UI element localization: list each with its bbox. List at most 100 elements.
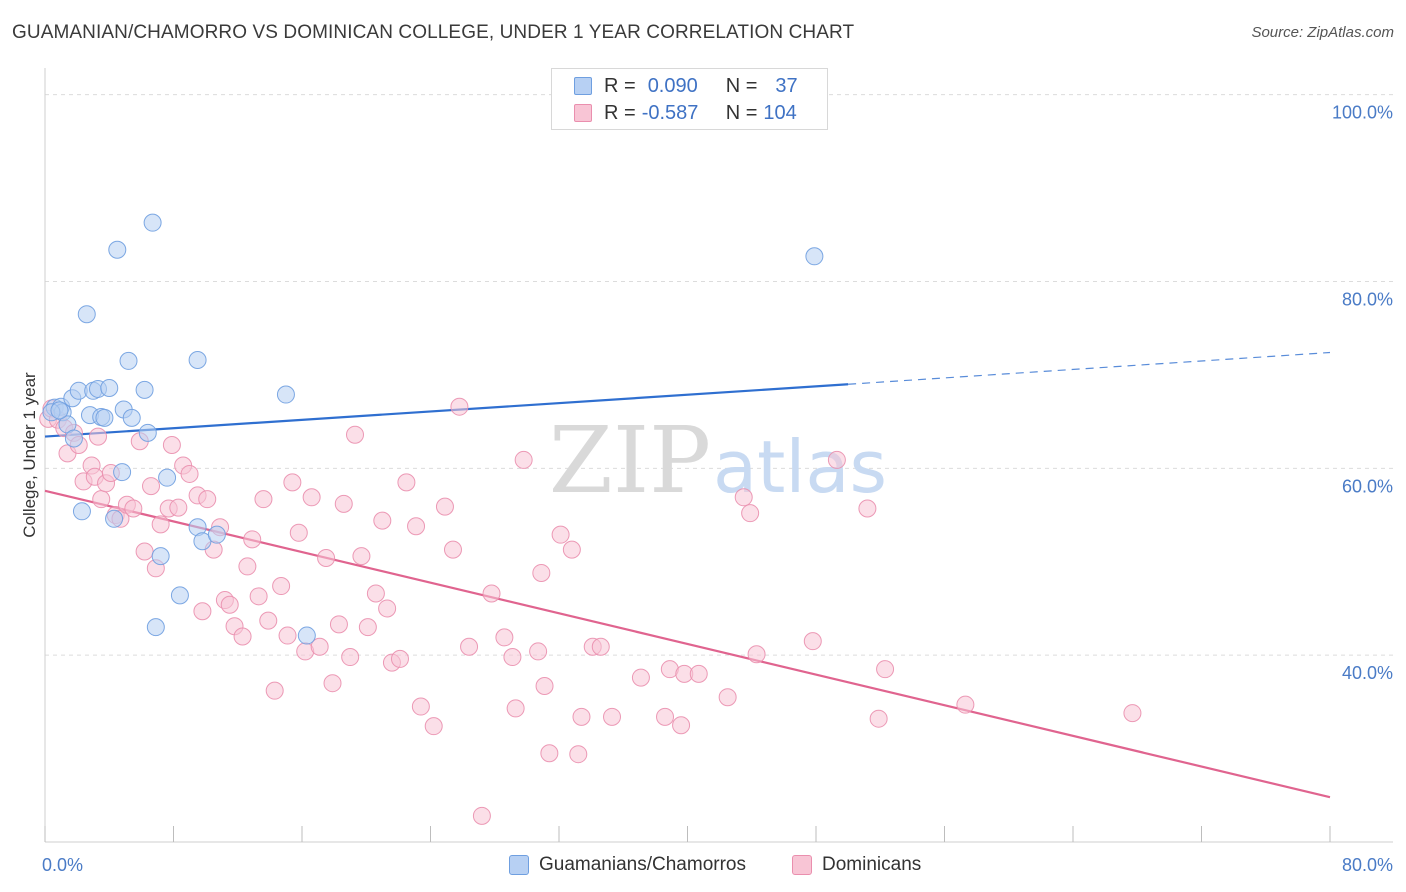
dominican-point (443, 540, 462, 559)
dominican-point (265, 681, 284, 700)
tick-labels: 40.0% 60.0% 80.0% 100.0% 0.0% 80.0% (42, 103, 1393, 875)
legend-n-label: N = (725, 74, 758, 97)
dominican-point (495, 628, 514, 647)
dominican-point (407, 517, 426, 536)
guamanian-point (151, 547, 170, 566)
dominican-point (529, 642, 548, 661)
dominican-point (672, 716, 691, 735)
dominican-point (656, 707, 675, 726)
dominican-point (390, 649, 409, 668)
dominican-point (378, 599, 397, 618)
legend-row-guamanians: R = 0.090 N = 37 (574, 74, 798, 98)
bottom-legend-label: Guamanians/Chamorros (539, 854, 746, 875)
dominican-point (162, 435, 181, 454)
dominican-point (193, 602, 212, 621)
x-tick-label: 80.0% (1342, 855, 1393, 875)
dominican-point (569, 745, 588, 764)
guamanian-point (72, 502, 91, 521)
guamanian-point (64, 429, 83, 448)
legend-n-value: 104 (763, 101, 797, 124)
dominican-point (289, 523, 308, 542)
dominican-point (450, 397, 469, 416)
guamanian-point (95, 408, 114, 427)
guamanian-point (122, 408, 141, 427)
guamanian-point (100, 379, 119, 398)
dominican-point (572, 707, 591, 726)
guamanian-point (158, 468, 177, 487)
dominican-point (858, 499, 877, 518)
guamanian-point (135, 380, 154, 399)
dominican-point (135, 542, 154, 561)
dominican-point (535, 676, 554, 695)
guamanian-point (207, 525, 226, 544)
legend-row-dominicans: R = -0.587 N = 104 (574, 101, 797, 125)
dominican-point (424, 717, 443, 736)
guamanian-trend-extension (848, 351, 1331, 385)
dominican-point (89, 427, 108, 446)
dominican-point (243, 530, 262, 549)
guamanian-point (805, 247, 824, 266)
dominican-point (92, 490, 111, 509)
dominican-point (1123, 704, 1142, 723)
dominican-point (238, 557, 257, 576)
dominican-point (198, 490, 217, 509)
bottom-legend-swatch-blue (509, 855, 529, 875)
guamanian-point (119, 351, 138, 370)
dominican-point (741, 504, 760, 523)
dominican-point (747, 645, 766, 664)
guamanian-point (108, 240, 127, 259)
dominican-point (956, 695, 975, 714)
dominican-point (341, 648, 360, 667)
y-tick-label: 100.0% (1332, 103, 1393, 123)
dominican-point (142, 477, 161, 496)
dominican-point (272, 577, 291, 596)
guamanian-point (146, 618, 165, 637)
dominican-point (482, 584, 501, 603)
bottom-legend-guamanians: Guamanians/Chamorros (509, 852, 746, 878)
legend-swatch-pink (574, 104, 592, 122)
grid-lines (45, 94, 1393, 656)
dominican-point (334, 494, 353, 513)
dominican-point (803, 632, 822, 651)
dominican-point (435, 497, 454, 516)
dominican-point (254, 490, 273, 509)
guamanian-trend-line (44, 383, 849, 438)
legend-r-value: 0.090 (647, 74, 698, 97)
dominican-point (169, 498, 188, 517)
dominican-point (124, 499, 143, 518)
guamanian-point (138, 423, 157, 442)
bottom-legend-swatch-pink (792, 855, 812, 875)
y-tick-label: 80.0% (1342, 290, 1393, 310)
guamanian-point (105, 509, 124, 528)
legend-swatch-blue (574, 77, 592, 95)
dominican-point (532, 563, 551, 582)
guamanian-point (276, 385, 295, 404)
source-credit: Source: ZipAtlas.com (1251, 24, 1394, 41)
dominican-point (503, 648, 522, 667)
dominican-point (283, 473, 302, 492)
dominican-point (827, 450, 846, 469)
dominican-point (346, 425, 365, 444)
guamanian-point (50, 401, 69, 420)
dominican-point (233, 627, 252, 646)
x-tick-label: 0.0% (42, 855, 83, 875)
dominican-point (278, 626, 297, 645)
legend-r-label: R = (604, 74, 636, 97)
y-tick-label: 40.0% (1342, 663, 1393, 683)
legend-r-label: R = (604, 101, 636, 124)
dominican-point (151, 515, 170, 534)
guamanian-point (170, 586, 189, 605)
dominican-point (562, 540, 581, 559)
guamanian-point (143, 213, 162, 232)
legend-n-value: 37 (775, 74, 798, 97)
dominican-point (317, 549, 336, 568)
dominican-point (302, 488, 321, 507)
dominican-point (540, 744, 559, 763)
dominican-point (591, 637, 610, 656)
dominican-point (329, 615, 348, 634)
dominican-point (876, 660, 895, 679)
bottom-legend-label: Dominicans (822, 854, 922, 875)
y-axis-label: College, Under 1 year (20, 372, 39, 538)
bottom-legend-dominicans: Dominicans (792, 852, 921, 878)
